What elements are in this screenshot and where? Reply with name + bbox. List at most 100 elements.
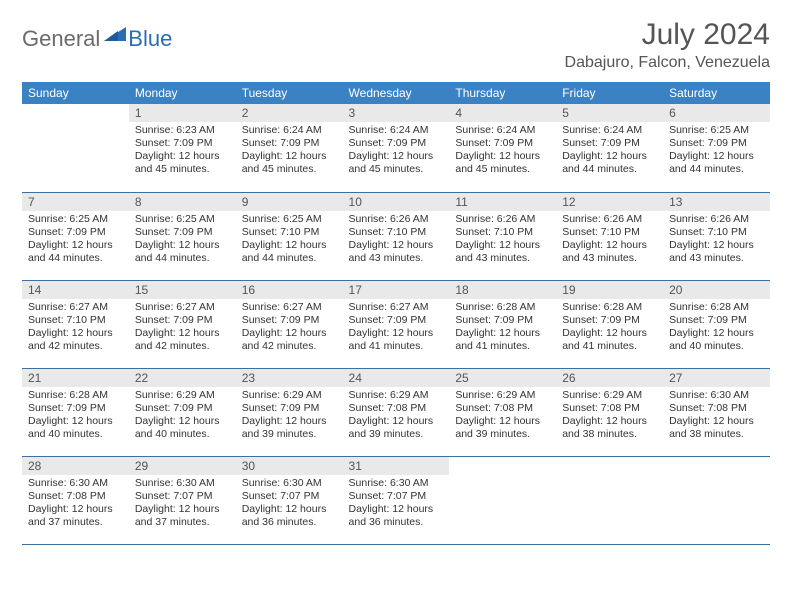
calendar-day-cell: 17Sunrise: 6:27 AMSunset: 7:09 PMDayligh… [343, 280, 450, 368]
daylight-line: Daylight: 12 hours and 42 minutes. [28, 327, 123, 353]
day-content: Sunrise: 6:29 AMSunset: 7:08 PMDaylight:… [449, 387, 556, 446]
daylight-line: Daylight: 12 hours and 44 minutes. [669, 150, 764, 176]
daylight-line: Daylight: 12 hours and 36 minutes. [349, 503, 444, 529]
sunset-line: Sunset: 7:07 PM [242, 490, 337, 503]
calendar-day-cell [449, 456, 556, 544]
day-number: 15 [129, 281, 236, 299]
day-content: Sunrise: 6:24 AMSunset: 7:09 PMDaylight:… [449, 122, 556, 181]
sunrise-line: Sunrise: 6:30 AM [28, 477, 123, 490]
weekday-header-row: Sunday Monday Tuesday Wednesday Thursday… [22, 82, 770, 104]
daylight-line: Daylight: 12 hours and 40 minutes. [28, 415, 123, 441]
sunset-line: Sunset: 7:10 PM [349, 226, 444, 239]
day-number: 30 [236, 457, 343, 475]
calendar-day-cell: 8Sunrise: 6:25 AMSunset: 7:09 PMDaylight… [129, 192, 236, 280]
sunset-line: Sunset: 7:08 PM [669, 402, 764, 415]
sunrise-line: Sunrise: 6:29 AM [349, 389, 444, 402]
weekday-header: Tuesday [236, 82, 343, 104]
calendar-table: Sunday Monday Tuesday Wednesday Thursday… [22, 82, 770, 545]
day-content: Sunrise: 6:24 AMSunset: 7:09 PMDaylight:… [343, 122, 450, 181]
sunset-line: Sunset: 7:09 PM [28, 226, 123, 239]
weekday-header: Saturday [663, 82, 770, 104]
day-number: 2 [236, 104, 343, 122]
sunset-line: Sunset: 7:09 PM [455, 137, 550, 150]
day-content: Sunrise: 6:29 AMSunset: 7:09 PMDaylight:… [236, 387, 343, 446]
sunset-line: Sunset: 7:08 PM [562, 402, 657, 415]
daylight-line: Daylight: 12 hours and 37 minutes. [135, 503, 230, 529]
sunrise-line: Sunrise: 6:26 AM [669, 213, 764, 226]
calendar-day-cell: 30 Sunrise: 6:30 AMSunset: 7:07 PMDayligh… [236, 456, 343, 544]
day-number: 3 [343, 104, 450, 122]
day-content: Sunrise: 6:29 AMSunset: 7:08 PMDaylight:… [556, 387, 663, 446]
day-number: 19 [556, 281, 663, 299]
daylight-line: Daylight: 12 hours and 39 minutes. [242, 415, 337, 441]
logo-text-blue: Blue [128, 26, 172, 52]
sunrise-line: Sunrise: 6:24 AM [349, 124, 444, 137]
calendar-day-cell: 4Sunrise: 6:24 AMSunset: 7:09 PMDaylight… [449, 104, 556, 192]
calendar-day-cell: 3Sunrise: 6:24 AMSunset: 7:09 PMDaylight… [343, 104, 450, 192]
calendar-day-cell: 28Sunrise: 6:30 AMSunset: 7:08 PMDayligh… [22, 456, 129, 544]
day-content: Sunrise: 6:29 AMSunset: 7:09 PMDaylight:… [129, 387, 236, 446]
daylight-line: Daylight: 12 hours and 36 minutes. [242, 503, 337, 529]
day-number: 11 [449, 193, 556, 211]
sunset-line: Sunset: 7:09 PM [135, 314, 230, 327]
sunset-line: Sunset: 7:09 PM [669, 137, 764, 150]
daylight-line: Daylight: 12 hours and 40 minutes. [669, 327, 764, 353]
logo: General Blue [22, 18, 172, 52]
day-content: Sunrise: 6:26 AMSunset: 7:10 PMDaylight:… [343, 211, 450, 270]
sunrise-line: Sunrise: 6:30 AM [242, 477, 337, 490]
day-content: Sunrise: 6:24 AMSunset: 7:09 PMDaylight:… [236, 122, 343, 181]
calendar-day-cell: 11Sunrise: 6:26 AMSunset: 7:10 PMDayligh… [449, 192, 556, 280]
sunrise-line: Sunrise: 6:30 AM [349, 477, 444, 490]
daylight-line: Daylight: 12 hours and 37 minutes. [28, 503, 123, 529]
calendar-day-cell: 22Sunrise: 6:29 AMSunset: 7:09 PMDayligh… [129, 368, 236, 456]
calendar-day-cell: 2Sunrise: 6:24 AMSunset: 7:09 PMDaylight… [236, 104, 343, 192]
sunrise-line: Sunrise: 6:24 AM [242, 124, 337, 137]
calendar-week-row: 1Sunrise: 6:23 AMSunset: 7:09 PMDaylight… [22, 104, 770, 192]
day-number: 25 [449, 369, 556, 387]
sunrise-line: Sunrise: 6:27 AM [28, 301, 123, 314]
header: General Blue July 2024 Dabajuro, Falcon,… [22, 18, 770, 72]
weekday-header: Wednesday [343, 82, 450, 104]
day-number: 27 [663, 369, 770, 387]
location: Dabajuro, Falcon, Venezuela [565, 54, 770, 72]
sunset-line: Sunset: 7:07 PM [349, 490, 444, 503]
sunrise-line: Sunrise: 6:28 AM [28, 389, 123, 402]
sunrise-line: Sunrise: 6:27 AM [135, 301, 230, 314]
day-content: Sunrise: 6:28 AMSunset: 7:09 PMDaylight:… [449, 299, 556, 358]
day-content: Sunrise: 6:30 AMSunset: 7:08 PMDaylight:… [22, 475, 129, 534]
calendar-day-cell: 16Sunrise: 6:27 AMSunset: 7:09 PMDayligh… [236, 280, 343, 368]
sunset-line: Sunset: 7:09 PM [135, 402, 230, 415]
calendar-day-cell: 10Sunrise: 6:26 AMSunset: 7:10 PMDayligh… [343, 192, 450, 280]
daylight-line: Daylight: 12 hours and 44 minutes. [135, 239, 230, 265]
calendar-week-row: 7Sunrise: 6:25 AMSunset: 7:09 PMDaylight… [22, 192, 770, 280]
sunset-line: Sunset: 7:09 PM [242, 314, 337, 327]
sunset-line: Sunset: 7:09 PM [135, 137, 230, 150]
day-number: 5 [556, 104, 663, 122]
day-content: Sunrise: 6:25 AMSunset: 7:09 PMDaylight:… [129, 211, 236, 270]
sunset-line: Sunset: 7:08 PM [455, 402, 550, 415]
daylight-line: Daylight: 12 hours and 41 minutes. [455, 327, 550, 353]
sunrise-line: Sunrise: 6:25 AM [135, 213, 230, 226]
daylight-line: Daylight: 12 hours and 45 minutes. [455, 150, 550, 176]
sunset-line: Sunset: 7:09 PM [562, 314, 657, 327]
day-content: Sunrise: 6:28 AMSunset: 7:09 PMDaylight:… [663, 299, 770, 358]
sunset-line: Sunset: 7:09 PM [562, 137, 657, 150]
sunrise-line: Sunrise: 6:30 AM [135, 477, 230, 490]
calendar-day-cell: 31 Sunrise: 6:30 AMSunset: 7:07 PMDayligh… [343, 456, 450, 544]
sunrise-line: Sunrise: 6:26 AM [455, 213, 550, 226]
day-number: 1 [129, 104, 236, 122]
daylight-line: Daylight: 12 hours and 43 minutes. [455, 239, 550, 265]
logo-triangle-icon [104, 25, 126, 46]
sunrise-line: Sunrise: 6:26 AM [562, 213, 657, 226]
daylight-line: Daylight: 12 hours and 38 minutes. [562, 415, 657, 441]
sunrise-line: Sunrise: 6:26 AM [349, 213, 444, 226]
daylight-line: Daylight: 12 hours and 44 minutes. [562, 150, 657, 176]
calendar-day-cell: 29Sunrise: 6:30 AMSunset: 7:07 PMDayligh… [129, 456, 236, 544]
day-content: Sunrise: 6:29 AMSunset: 7:08 PMDaylight:… [343, 387, 450, 446]
daylight-line: Daylight: 12 hours and 45 minutes. [135, 150, 230, 176]
day-content: Sunrise: 6:26 AMSunset: 7:10 PMDaylight:… [556, 211, 663, 270]
calendar-day-cell: 26Sunrise: 6:29 AMSunset: 7:08 PMDayligh… [556, 368, 663, 456]
day-number: 22 [129, 369, 236, 387]
day-number: 31 [343, 457, 450, 475]
calendar-day-cell: 18Sunrise: 6:28 AMSunset: 7:09 PMDayligh… [449, 280, 556, 368]
